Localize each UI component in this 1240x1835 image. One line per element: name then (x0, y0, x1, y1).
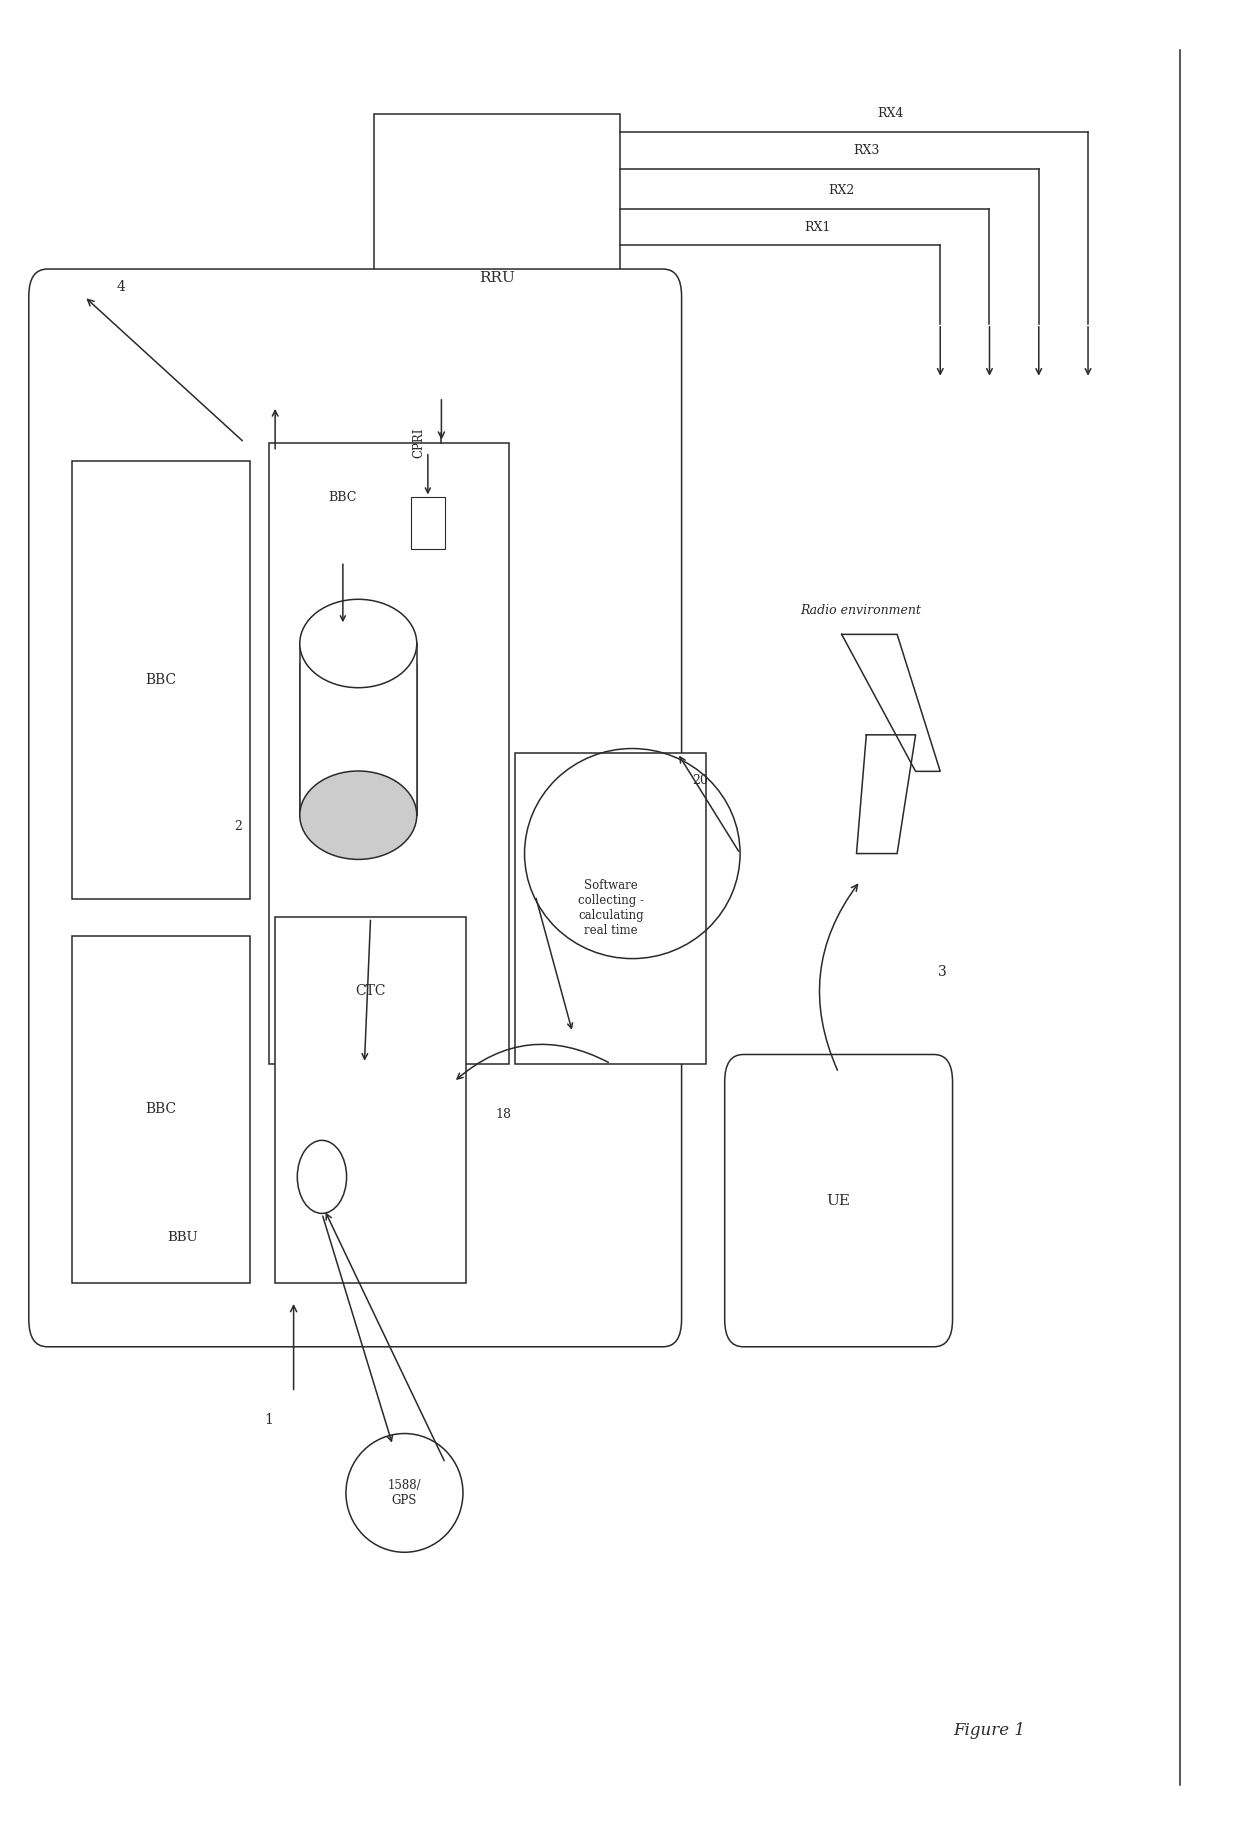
Circle shape (298, 1140, 346, 1213)
Bar (300, 644, 417, 815)
Text: 20: 20 (692, 774, 708, 787)
Text: RX1: RX1 (804, 220, 831, 233)
Bar (275, 918, 466, 1283)
Ellipse shape (300, 600, 417, 688)
Text: 2: 2 (234, 820, 242, 833)
Text: RX3: RX3 (853, 143, 879, 156)
FancyBboxPatch shape (724, 1055, 952, 1347)
Bar (269, 442, 510, 1064)
Text: CPRI: CPRI (413, 428, 425, 457)
Text: 1588/
GPS: 1588/ GPS (388, 1479, 422, 1507)
Text: Radio environment: Radio environment (800, 604, 920, 617)
Text: BBC: BBC (145, 673, 177, 686)
Text: RX4: RX4 (878, 106, 904, 121)
Ellipse shape (346, 1433, 463, 1552)
Text: CTC: CTC (356, 984, 386, 998)
Ellipse shape (300, 771, 417, 859)
Text: BBU: BBU (167, 1231, 198, 1244)
Text: Figure 1: Figure 1 (954, 1721, 1025, 1740)
Bar (516, 752, 707, 1064)
Bar (300, 664, 417, 815)
Text: 3: 3 (939, 965, 947, 980)
Text: BBC: BBC (329, 492, 357, 505)
Bar (373, 114, 620, 442)
Bar (72, 936, 250, 1283)
Bar (410, 497, 445, 549)
Text: BBC: BBC (145, 1103, 177, 1116)
FancyBboxPatch shape (29, 270, 682, 1347)
Text: RX2: RX2 (828, 184, 854, 196)
Text: 18: 18 (495, 1108, 511, 1121)
Text: 4: 4 (117, 281, 125, 294)
Text: RRU: RRU (479, 272, 515, 284)
Bar (72, 461, 250, 899)
Text: 1: 1 (264, 1413, 273, 1428)
Text: Software
collecting -
calculating
real time: Software collecting - calculating real t… (578, 879, 644, 938)
Text: UE: UE (827, 1193, 851, 1207)
